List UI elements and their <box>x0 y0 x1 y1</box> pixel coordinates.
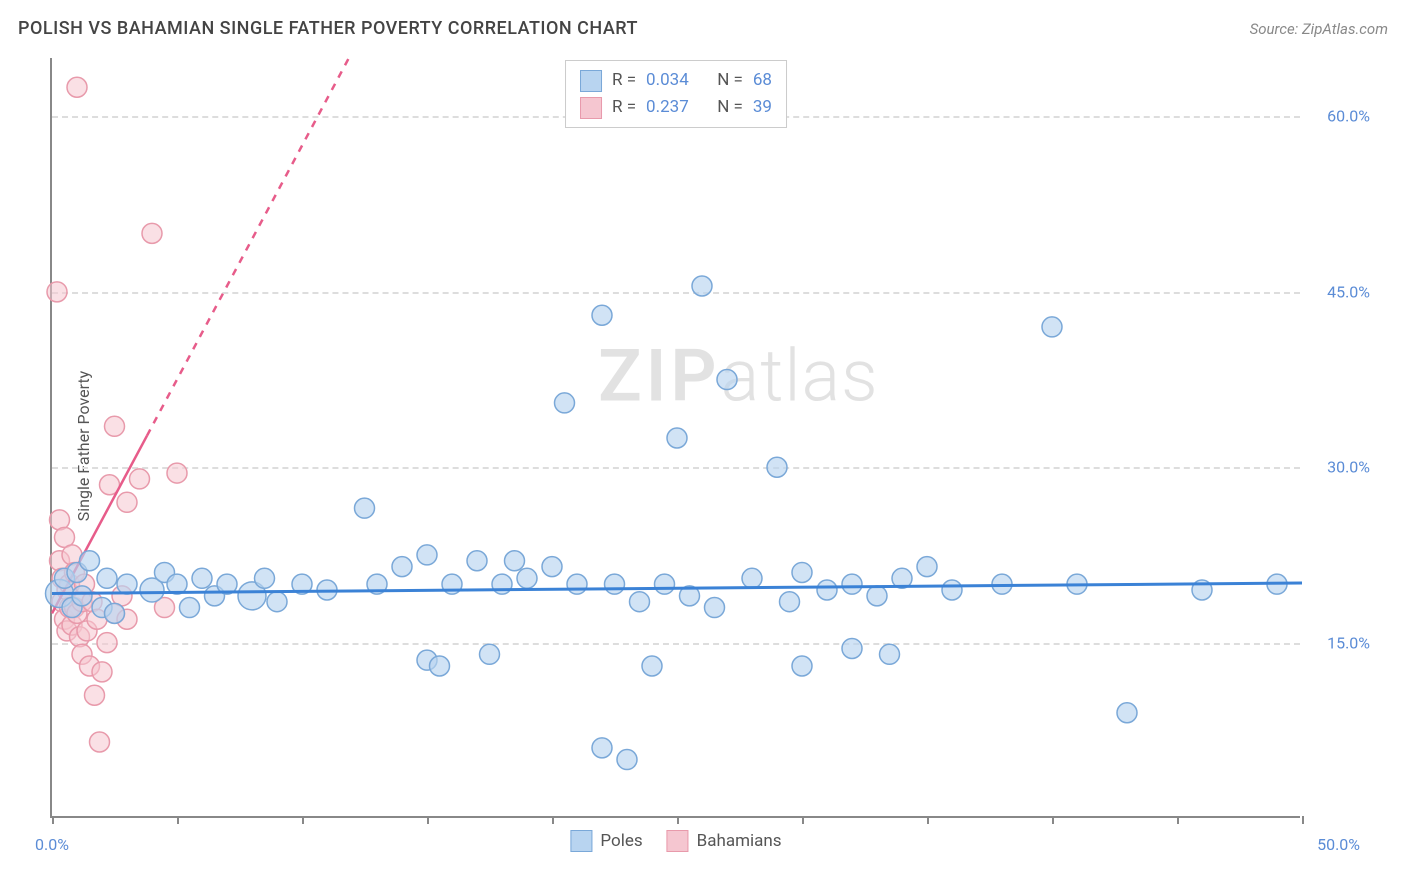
header-row: POLISH VS BAHAMIAN SINGLE FATHER POVERTY… <box>18 18 1388 39</box>
scatter-point <box>842 574 862 594</box>
scatter-point <box>130 469 150 489</box>
scatter-point <box>105 416 125 436</box>
n-label-2: N = <box>717 94 743 121</box>
scatter-point <box>705 598 725 618</box>
scatter-point <box>717 370 737 390</box>
scatter-point <box>392 557 412 577</box>
scatter-point <box>192 568 212 588</box>
bottom-legend: Poles Bahamians <box>570 830 781 852</box>
scatter-point <box>780 592 800 612</box>
x-tick <box>1177 816 1179 824</box>
scatter-point <box>630 592 650 612</box>
scatter-point <box>555 393 575 413</box>
scatter-point <box>67 77 87 97</box>
scatter-point <box>92 662 112 682</box>
scatter-point <box>1042 317 1062 337</box>
scatter-point <box>867 586 887 606</box>
n-label-1: N = <box>717 67 743 94</box>
x-tick <box>1302 816 1304 824</box>
scatter-point <box>90 732 110 752</box>
stats-row-poles: R = 0.034 N = 68 <box>580 67 772 94</box>
legend-label-poles: Poles <box>600 831 642 851</box>
scatter-point <box>767 457 787 477</box>
scatter-point <box>480 644 500 664</box>
stats-row-bahamians: R = 0.237 N = 39 <box>580 94 772 121</box>
x-tick-label: 50.0% <box>1300 835 1360 854</box>
scatter-point <box>80 551 100 571</box>
scatter-point <box>47 282 67 302</box>
x-tick <box>427 816 429 824</box>
scatter-point <box>142 223 162 243</box>
scatter-point <box>642 656 662 676</box>
x-tick <box>177 816 179 824</box>
scatter-svg <box>52 58 1300 816</box>
y-tick-label: 15.0% <box>1310 633 1370 652</box>
chart-title: POLISH VS BAHAMIAN SINGLE FATHER POVERTY… <box>18 18 638 39</box>
n-value-poles: 68 <box>753 67 772 94</box>
scatter-point <box>617 750 637 770</box>
scatter-point <box>430 656 450 676</box>
scatter-point <box>567 574 587 594</box>
swatch-poles <box>580 70 602 92</box>
scatter-point <box>792 562 812 582</box>
scatter-point <box>117 492 137 512</box>
r-value-bahamians: 0.237 <box>646 94 689 121</box>
scatter-point <box>417 545 437 565</box>
scatter-point <box>842 638 862 658</box>
scatter-point <box>817 580 837 600</box>
r-label-2: R = <box>612 94 636 121</box>
scatter-point <box>117 574 137 594</box>
scatter-point <box>105 603 125 623</box>
swatch-bahamians <box>580 97 602 119</box>
scatter-point <box>167 463 187 483</box>
scatter-point <box>97 568 117 588</box>
n-value-bahamians: 39 <box>753 94 772 121</box>
scatter-point <box>667 428 687 448</box>
legend-swatch-poles <box>570 830 592 852</box>
scatter-point <box>942 580 962 600</box>
x-tick <box>927 816 929 824</box>
legend-item-bahamians: Bahamians <box>667 830 782 852</box>
scatter-point <box>72 586 92 606</box>
scatter-point <box>605 574 625 594</box>
scatter-point <box>592 305 612 325</box>
legend-swatch-bahamians <box>667 830 689 852</box>
y-tick-label: 45.0% <box>1310 282 1370 301</box>
y-tick-label: 60.0% <box>1310 107 1370 126</box>
scatter-point <box>542 557 562 577</box>
x-tick <box>1052 816 1054 824</box>
scatter-point <box>742 568 762 588</box>
trend-line <box>147 58 349 436</box>
scatter-point <box>1117 703 1137 723</box>
scatter-point <box>692 276 712 296</box>
scatter-point <box>85 685 105 705</box>
scatter-point <box>917 557 937 577</box>
x-tick <box>552 816 554 824</box>
scatter-point <box>792 656 812 676</box>
legend-item-poles: Poles <box>570 830 642 852</box>
r-label-1: R = <box>612 67 636 94</box>
scatter-point <box>517 568 537 588</box>
legend-label-bahamians: Bahamians <box>697 831 782 851</box>
y-tick-label: 30.0% <box>1310 458 1370 477</box>
x-tick-label: 0.0% <box>35 835 69 854</box>
stats-box: R = 0.034 N = 68 R = 0.237 N = 39 <box>565 60 787 128</box>
scatter-point <box>180 598 200 618</box>
scatter-point <box>505 551 525 571</box>
scatter-point <box>880 644 900 664</box>
scatter-point <box>255 568 275 588</box>
scatter-point <box>655 574 675 594</box>
x-tick <box>677 816 679 824</box>
x-tick <box>52 816 54 824</box>
scatter-point <box>355 498 375 518</box>
scatter-point <box>467 551 487 571</box>
x-tick <box>302 816 304 824</box>
scatter-point <box>97 633 117 653</box>
scatter-point <box>267 592 287 612</box>
r-value-poles: 0.034 <box>646 67 689 94</box>
x-tick <box>802 816 804 824</box>
source-label: Source: ZipAtlas.com <box>1250 20 1388 38</box>
plot-area: ZIPatlas 15.0%30.0%45.0%60.0%0.0%50.0% R… <box>50 58 1300 818</box>
scatter-point <box>592 738 612 758</box>
